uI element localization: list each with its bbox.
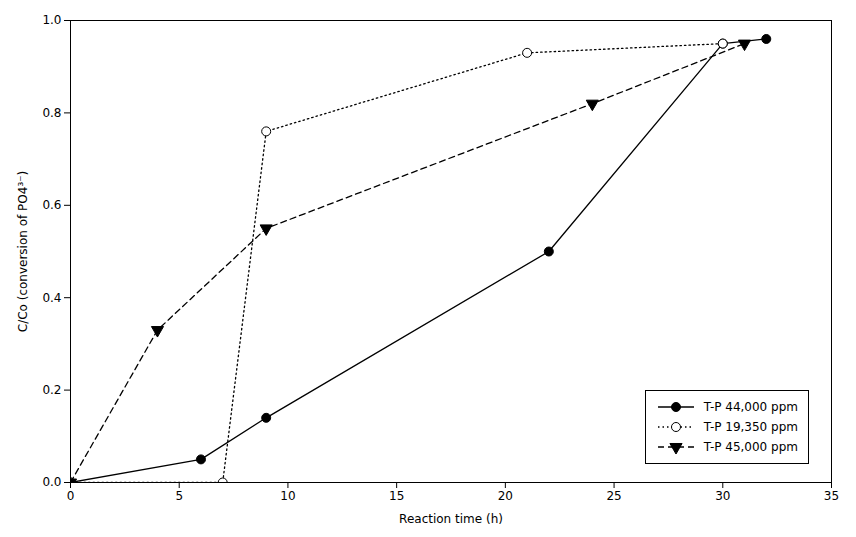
svg-text:15: 15 xyxy=(389,489,404,503)
svg-text:30: 30 xyxy=(715,489,730,503)
svg-text:Reaction time (h): Reaction time (h) xyxy=(399,512,503,526)
svg-text:25: 25 xyxy=(606,489,621,503)
svg-text:20: 20 xyxy=(498,489,513,503)
html-text:T-P 45,000 ppm: T-P 45,000 ppm xyxy=(703,440,798,454)
svg-text:0.8: 0.8 xyxy=(42,106,61,120)
svg-text:C/Co (conversion of PO4³⁻): C/Co (conversion of PO4³⁻) xyxy=(16,171,30,332)
svg-text:0.0: 0.0 xyxy=(42,475,61,489)
svg-text:0.6: 0.6 xyxy=(42,198,61,212)
html-text:T-P 19,350 ppm: T-P 19,350 ppm xyxy=(703,420,798,434)
svg-text:1.0: 1.0 xyxy=(42,13,61,27)
svg-text:35: 35 xyxy=(824,489,839,503)
svg-text:10: 10 xyxy=(280,489,295,503)
svg-text:5: 5 xyxy=(175,489,183,503)
html-text:T-P 44,000 ppm: T-P 44,000 ppm xyxy=(703,400,798,414)
svg-text:0.2: 0.2 xyxy=(42,383,61,397)
svg-text:0: 0 xyxy=(67,489,75,503)
svg-text:0.4: 0.4 xyxy=(42,291,61,305)
